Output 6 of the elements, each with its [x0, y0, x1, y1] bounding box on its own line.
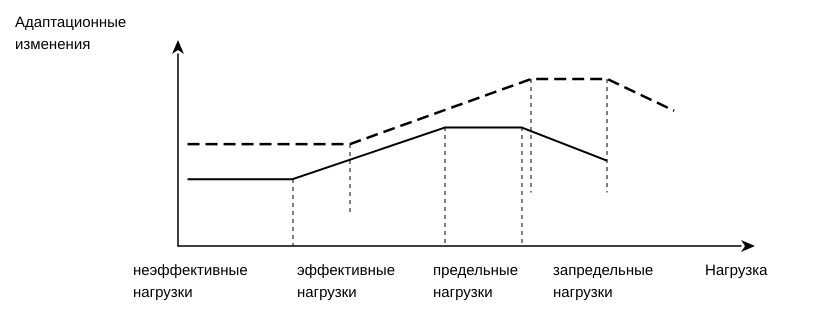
text: предельные нагрузки [433, 261, 518, 303]
y-axis-title: Адаптационные изменения [15, 13, 126, 55]
x-axis-title: Нагрузка [705, 261, 768, 281]
text: неэффективные нагрузки [133, 261, 248, 303]
text: эффективные нагрузки [297, 261, 396, 303]
text: запредельные нагрузки [553, 261, 654, 303]
